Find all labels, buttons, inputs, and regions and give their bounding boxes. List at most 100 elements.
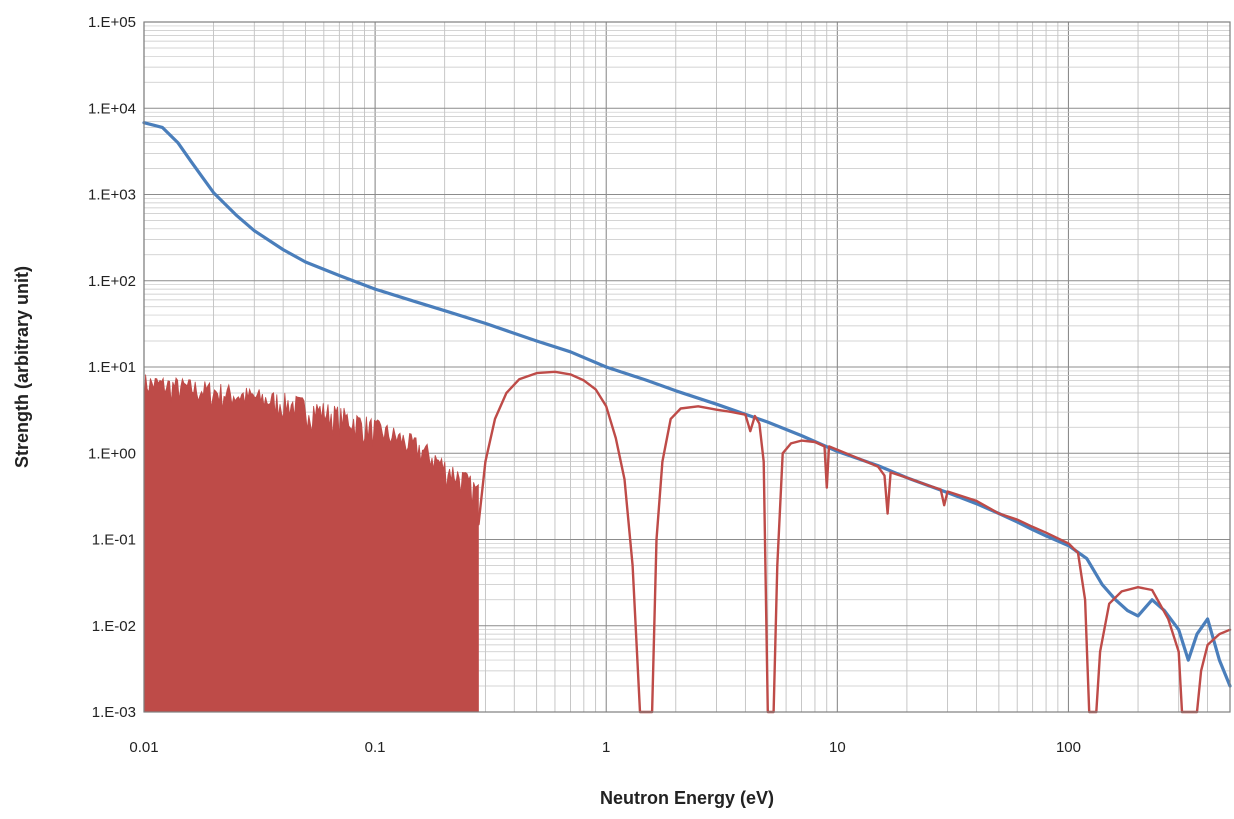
series-1-point — [675, 390, 677, 392]
series-2-point — [754, 415, 756, 417]
series-2-point — [776, 564, 779, 567]
series-2-point — [828, 445, 830, 448]
series-2-point — [749, 430, 752, 433]
series-2-point — [669, 418, 672, 420]
series-2-point — [1045, 531, 1047, 534]
series-2-point — [631, 564, 634, 567]
series-layer — [142, 121, 1232, 714]
series-2-point — [605, 405, 607, 408]
series-2-point — [715, 408, 718, 411]
series-1-point — [1196, 633, 1198, 635]
series-2-point — [946, 490, 949, 493]
series-1-point — [1187, 659, 1190, 661]
series-2-point — [814, 441, 816, 443]
series-2-point — [836, 448, 839, 451]
series-2-point — [943, 504, 945, 507]
series-2-point — [569, 373, 572, 376]
series-2-point — [1067, 542, 1070, 545]
series-2-point — [505, 392, 508, 394]
series-1-point — [282, 248, 284, 251]
series-1-point — [535, 340, 538, 342]
y-tick-label: 1.E+03 — [88, 187, 136, 204]
series-1-point — [975, 502, 978, 505]
y-axis-tick-labels: 1.E-03 1.E-02 1.E-01 1.E+00 1.E+01 1.E+02 1.E+… — [88, 14, 136, 721]
series-2-point — [886, 512, 889, 515]
series-1-point — [646, 379, 648, 382]
y-tick-label: 1.E+02 — [88, 273, 136, 290]
series-2-point — [998, 512, 1000, 515]
series-2-point — [1031, 526, 1034, 528]
x-tick-label: 10 — [829, 739, 846, 756]
series-2-point — [823, 445, 826, 448]
series-2-point — [928, 484, 931, 487]
series-2-point — [554, 371, 556, 373]
series-2-point — [906, 476, 908, 479]
y-tick-label: 1.E+00 — [88, 445, 136, 462]
series-1-point — [1101, 583, 1103, 586]
series-2-point — [518, 378, 520, 381]
x-axis-title: Neutron Energy (eV) — [600, 788, 774, 808]
y-tick-label: 1.E+01 — [88, 359, 136, 376]
series-2-point — [1016, 518, 1018, 521]
series-2-point — [800, 439, 803, 442]
x-axis-tick-labels: 0.01 0.1 1 10 100 — [129, 739, 1081, 756]
series-1-point — [1137, 615, 1139, 617]
series-2-point — [1151, 589, 1153, 591]
series-2-point — [939, 488, 942, 491]
series-2-point — [826, 486, 828, 489]
series-2-point — [781, 452, 784, 455]
series-1-point — [374, 288, 376, 290]
series-1-point — [1218, 659, 1221, 661]
series-2-point — [731, 411, 733, 413]
series-2-point — [1206, 644, 1209, 646]
series-1-point — [1126, 609, 1129, 612]
series-1-point — [415, 301, 417, 303]
series-1-point — [190, 160, 192, 163]
series-2-point — [762, 460, 765, 463]
series-2-point — [679, 407, 682, 410]
series-2-point — [790, 442, 792, 445]
series-2-point — [615, 437, 617, 439]
series-1-point — [304, 261, 307, 263]
x-tick-label: 0.01 — [129, 739, 158, 756]
series-2-point — [1137, 586, 1139, 588]
series-1-point — [1151, 599, 1153, 601]
series-2-point — [1084, 599, 1086, 601]
x-tick-label: 0.1 — [365, 739, 386, 756]
series-1-point — [253, 229, 256, 232]
series-2-point — [1108, 602, 1110, 605]
series-2-point — [661, 460, 664, 463]
series-1-point — [235, 214, 237, 216]
series-2-point — [1177, 650, 1180, 653]
series-2-point — [583, 379, 585, 382]
series-2-point — [623, 478, 626, 481]
series-2-point — [697, 405, 699, 408]
series-2-point — [655, 538, 658, 541]
series-1-point — [443, 309, 446, 312]
series-1-point — [338, 274, 341, 277]
y-tick-label: 1.E-01 — [92, 532, 136, 549]
y-tick-label: 1.E+05 — [88, 14, 136, 31]
series-1-point — [569, 351, 572, 353]
series-2-point — [854, 456, 857, 459]
series-2-point — [477, 523, 480, 526]
y-axis-title: Strength (arbitrary unit) — [12, 266, 32, 468]
series-2-point — [975, 500, 978, 502]
series-1-point — [1031, 528, 1034, 531]
series-1-point — [605, 366, 607, 368]
series-1-point — [1177, 628, 1180, 631]
series-2-point — [1099, 650, 1101, 653]
x-tick-label: 100 — [1056, 739, 1081, 756]
y-tick-label: 1.E+04 — [88, 100, 136, 117]
series-2-line — [477, 370, 1232, 714]
series-2-point — [1200, 670, 1202, 672]
x-tick-label: 1 — [602, 739, 610, 756]
series-1-point — [212, 191, 215, 194]
series-2-point — [594, 388, 597, 391]
series-2-point — [535, 372, 538, 374]
series-2-point — [484, 460, 487, 463]
series-2-point — [889, 471, 892, 474]
series-1-point — [1086, 557, 1088, 560]
series-2-point — [1077, 552, 1079, 554]
series-1-point — [177, 141, 179, 144]
